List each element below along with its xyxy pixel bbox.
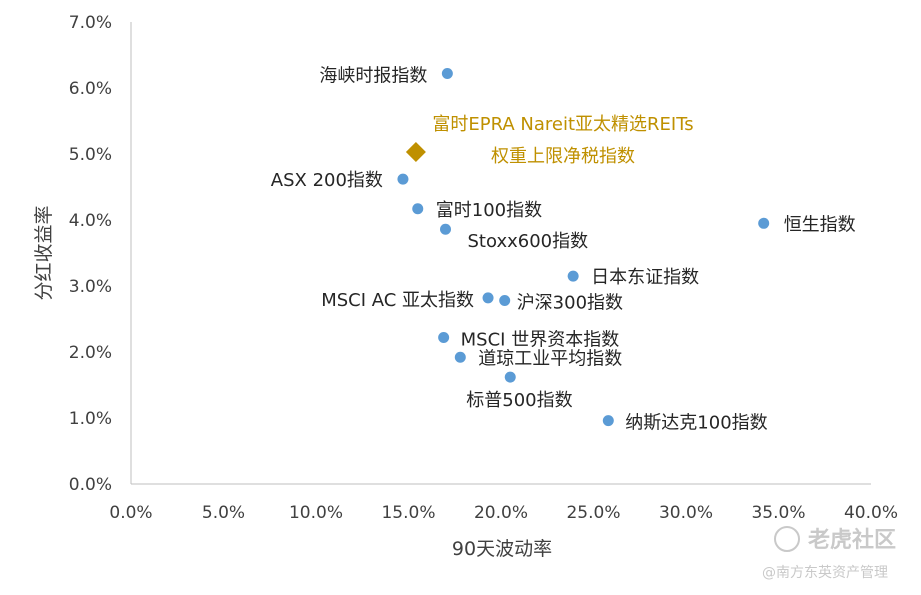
point-label: ASX 200指数 (271, 170, 383, 191)
x-tick-label: 20.0% (474, 503, 528, 523)
data-point (602, 415, 614, 427)
data-point (567, 270, 579, 282)
data-point (397, 173, 409, 185)
watermark-logo-icon (774, 526, 800, 552)
x-tick-label: 40.0% (844, 503, 898, 523)
y-tick-label: 7.0% (69, 13, 112, 33)
point-label: 沪深300指数 (517, 293, 623, 314)
y-axis-title: 分红收益率 (33, 205, 55, 300)
x-tick-label: 10.0% (289, 503, 343, 523)
y-tick-label: 1.0% (69, 409, 112, 429)
point-label: MSCI 世界资本指数 (461, 329, 620, 350)
y-tick-labels: 0.0% 1.0% 2.0% 3.0% 4.0% 5.0% 6.0% 7.0% (69, 13, 112, 495)
watermark-text: 老虎社区 (807, 527, 896, 553)
y-tick-label: 5.0% (69, 145, 112, 165)
y-tick-label: 4.0% (69, 211, 112, 231)
data-point (412, 203, 424, 215)
x-tick-labels: 0.0% 5.0% 10.0% 15.0% 20.0% 25.0% 30.0% 35.0% 40… (109, 503, 898, 523)
y-tick-label: 0.0% (69, 475, 112, 495)
point-label: 恒生指数 (784, 214, 856, 235)
data-point (454, 351, 466, 363)
x-tick-label: 0.0% (109, 503, 152, 523)
x-tick-label: 5.0% (202, 503, 245, 523)
point-label: 日本东证指数 (591, 267, 699, 288)
point-label: 纳斯达克100指数 (625, 413, 767, 434)
point-label: Stoxx600指数 (468, 231, 589, 252)
point-label: 富时100指数 (436, 200, 542, 221)
y-tick-label: 3.0% (69, 277, 112, 297)
y-tick-label: 6.0% (69, 79, 112, 99)
data-point (438, 331, 450, 343)
y-tick-label: 2.0% (69, 343, 112, 363)
point-label: 标普500指数 (466, 390, 572, 411)
point-label: 海峡时报指数 (319, 65, 427, 86)
x-tick-label: 15.0% (381, 503, 435, 523)
x-axis-title: 90天波动率 (452, 538, 552, 560)
x-tick-label: 30.0% (659, 503, 713, 523)
highlight-label: 权重上限净税指数 (491, 146, 635, 167)
data-point (504, 371, 516, 383)
data-point (441, 67, 453, 79)
data-point (499, 295, 511, 307)
highlight-point-group: 富时EPRA Nareit亚太精选REITs 权重上限净税指数 (405, 114, 694, 167)
point-label: 道琼工业平均指数 (478, 348, 622, 369)
highlight-point (405, 142, 426, 163)
watermark: 老虎社区 @南方东英资产管理 (762, 526, 896, 581)
highlight-label: 富时EPRA Nareit亚太精选REITs (432, 114, 693, 135)
data-point (758, 217, 770, 229)
data-point (482, 292, 494, 304)
x-tick-label: 35.0% (751, 503, 805, 523)
watermark-subtext: @南方东英资产管理 (762, 564, 888, 581)
point-label: MSCI AC 亚太指数 (321, 290, 474, 311)
data-point (440, 223, 451, 235)
axes (130, 22, 871, 485)
x-tick-label: 25.0% (566, 503, 620, 523)
